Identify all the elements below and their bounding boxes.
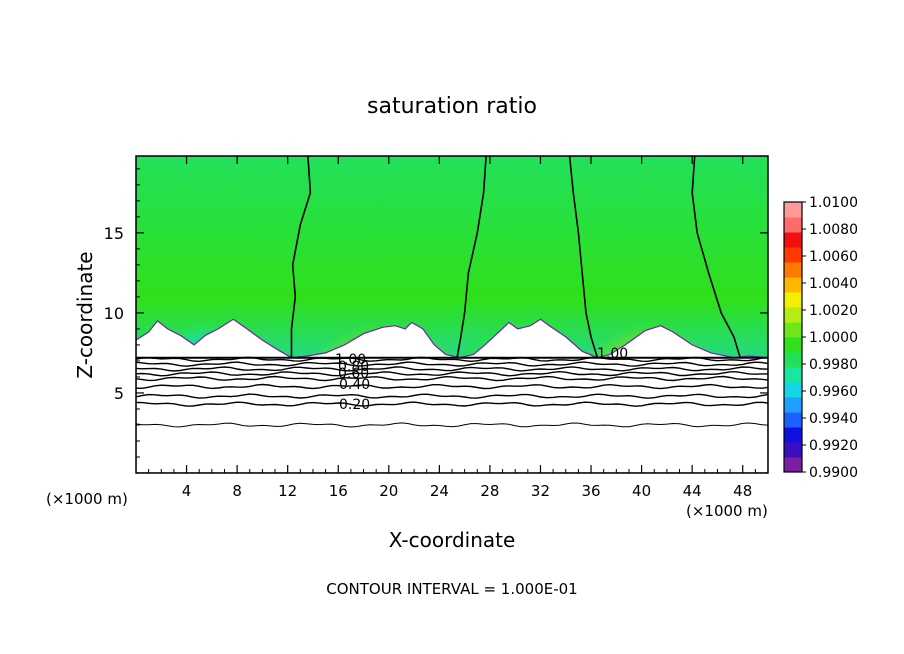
y-axis: 5 10 15 (104, 168, 768, 458)
colorbar-band-4 (784, 412, 802, 428)
contour-line-3 (136, 366, 768, 372)
colorbar-label-9: 0.9940 (809, 411, 858, 427)
x-tick-label-16: 16 (329, 482, 348, 500)
x-tick-label-24: 24 (430, 482, 449, 500)
y-axis-title: Z-coordinate (73, 251, 97, 378)
colorbar-band-1 (784, 457, 802, 473)
contour-line-7 (136, 393, 768, 399)
x-tick-label-4: 4 (182, 482, 192, 500)
contour-label-3: 0.60 (338, 366, 369, 382)
contour-line-8 (136, 401, 768, 407)
cloud-boundary-contours (290, 156, 741, 358)
colorbar: 1.0100 1.0080 1.0060 1.0040 1.0020 1.0000 0.99… (783, 195, 858, 481)
colorbar-band-9 (784, 337, 802, 353)
x-tick-label-48: 48 (733, 482, 752, 500)
x-tick-label-8: 8 (232, 482, 242, 500)
colorbar-band-17 (784, 217, 802, 233)
x-tick-label-32: 32 (531, 482, 550, 500)
x-tick-label-36: 36 (581, 482, 600, 500)
colorbar-band-15 (784, 247, 802, 263)
colorbar-band-3 (784, 427, 802, 443)
colorbar-band-8 (784, 352, 802, 368)
colorbar-band-18 (784, 202, 802, 218)
x-unit-right: (×1000 m) (686, 502, 768, 520)
colorbar-label-2: 1.0080 (809, 222, 858, 238)
x-tick-label-28: 28 (480, 482, 499, 500)
colorbar-label-4: 1.0040 (809, 276, 858, 292)
x-axis: 4 8 12 16 20 24 28 32 36 40 44 48 (148, 156, 756, 500)
colorbar-band-5 (784, 397, 802, 413)
cloud-contour-4 (691, 156, 741, 358)
contour-interval-note: CONTOUR INTERVAL = 1.000E-01 (326, 580, 577, 598)
colorbar-band-13 (784, 277, 802, 293)
contour-line-6 (136, 383, 768, 390)
lower-contour-lines (136, 356, 768, 428)
colorbar-band-6 (784, 382, 802, 398)
cloud-contour-2 (456, 156, 487, 358)
x-axis-title: X-coordinate (389, 528, 516, 552)
chart-title: saturation ratio (367, 94, 537, 119)
colorbar-label-8: 0.9960 (809, 384, 858, 400)
y-tick-label-5: 5 (114, 384, 124, 403)
y-tick-label-10: 10 (104, 304, 124, 323)
contour-label-5: 0.20 (339, 397, 370, 413)
colorbar-band-16 (784, 232, 802, 248)
colorbar-band-14 (784, 262, 802, 278)
colorbar-label-1: 1.0100 (809, 195, 858, 211)
x-tick-label-44: 44 (683, 482, 702, 500)
colorbar-label-10: 0.9920 (809, 438, 858, 454)
contour-line-5 (136, 375, 768, 382)
colorbar-band-11 (784, 307, 802, 323)
cloud-contour-1 (290, 156, 312, 358)
contour-label-2: 0.80 (338, 359, 369, 375)
colorbar-label-7: 0.9980 (809, 357, 858, 373)
x-tick-label-12: 12 (278, 482, 297, 500)
colorbar-label-6: 1.0000 (809, 330, 858, 346)
contour-line-4 (136, 370, 768, 377)
x-tick-label-40: 40 (632, 482, 651, 500)
x-unit-left: (×1000 m) (46, 490, 128, 508)
colorbar-label-5: 1.0020 (809, 303, 858, 319)
colorbar-band-10 (784, 322, 802, 338)
y-tick-label-15: 15 (104, 224, 124, 243)
contour-label-4: 0.40 (339, 377, 370, 393)
cloud-contour-3 (568, 156, 599, 358)
plot-area (136, 156, 768, 473)
contour-label-1: 1.00 (335, 352, 366, 368)
contour-line-2 (136, 361, 768, 367)
contour-label-6: 1.00 (597, 346, 628, 362)
contour-labels: 1.00 0.80 0.60 0.40 0.20 1.00 (335, 346, 628, 413)
colorbar-band-7 (784, 367, 802, 383)
colorbar-band-2 (784, 442, 802, 458)
x-tick-label-20: 20 (379, 482, 398, 500)
colorbar-label-3: 1.0060 (809, 249, 858, 265)
contour-line-9 (136, 422, 768, 428)
colorbar-band-12 (784, 292, 802, 308)
colorbar-label-11: 0.9900 (809, 465, 858, 481)
